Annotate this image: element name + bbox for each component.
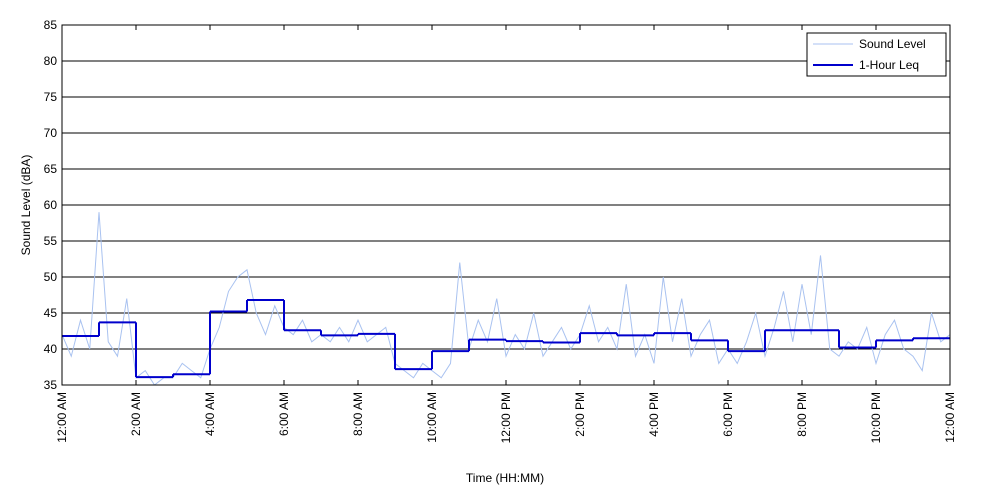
legend-label: 1-Hour Leq bbox=[859, 58, 919, 72]
x-tick-label: 2:00 AM bbox=[129, 392, 143, 436]
x-tick-label: 2:00 PM bbox=[573, 392, 587, 437]
x-tick-label: 12:00 AM bbox=[943, 392, 957, 443]
y-tick-label: 70 bbox=[44, 126, 58, 140]
x-axis-label: Time (HH:MM) bbox=[466, 471, 544, 485]
x-tick-label: 10:00 AM bbox=[425, 392, 439, 443]
y-tick-label: 75 bbox=[44, 90, 58, 104]
y-tick-label: 45 bbox=[44, 306, 58, 320]
x-tick-label: 8:00 PM bbox=[795, 392, 809, 437]
y-axis-label: Sound Level (dBA) bbox=[19, 155, 33, 256]
y-tick-label: 40 bbox=[44, 342, 58, 356]
y-tick-label: 65 bbox=[44, 162, 58, 176]
y-tick-label: 80 bbox=[44, 54, 58, 68]
y-tick-label: 60 bbox=[44, 198, 58, 212]
y-tick-label: 85 bbox=[44, 18, 58, 32]
y-tick-label: 35 bbox=[44, 378, 58, 392]
x-tick-label: 6:00 AM bbox=[277, 392, 291, 436]
y-tick-label: 55 bbox=[44, 234, 58, 248]
plot-frame bbox=[61, 24, 951, 386]
x-tick-label: 12:00 PM bbox=[499, 392, 513, 443]
y-tick-label: 50 bbox=[44, 270, 58, 284]
x-tick-label: 10:00 PM bbox=[869, 392, 883, 443]
x-tick-label: 8:00 AM bbox=[351, 392, 365, 436]
legend-box bbox=[806, 32, 947, 77]
x-tick-label: 4:00 AM bbox=[203, 392, 217, 436]
x-tick-label: 4:00 PM bbox=[647, 392, 661, 437]
legend-label: Sound Level bbox=[859, 37, 926, 51]
x-tick-label: 6:00 PM bbox=[721, 392, 735, 437]
x-tick-label: 12:00 AM bbox=[55, 392, 69, 443]
